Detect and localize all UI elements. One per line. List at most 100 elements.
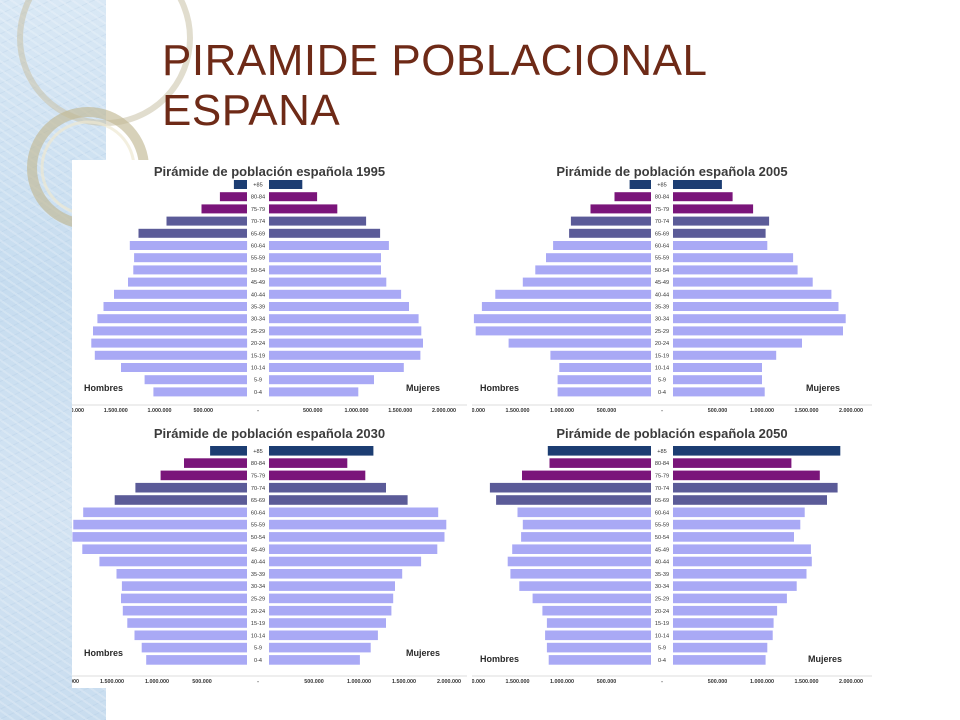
age-label: 15-19: [655, 353, 669, 359]
x-tick-label: -: [257, 679, 259, 685]
bar-hombres-65-69: [114, 495, 247, 505]
bar-mujeres-35-39: [269, 302, 409, 311]
bar-hombres-10-14: [134, 630, 247, 641]
age-label: 5-9: [254, 646, 262, 652]
bar-hombres-40-44: [507, 556, 651, 567]
age-label: 20-24: [655, 341, 669, 347]
bar-mujeres-40-44: [673, 556, 812, 567]
bar-mujeres-15-19: [269, 618, 386, 628]
age-label: 80-84: [655, 461, 669, 467]
age-label: 35-39: [251, 572, 265, 578]
bar-hombres-35-39: [481, 302, 651, 311]
bar-hombres-35-39: [103, 302, 247, 311]
bar-mujeres-60-64: [269, 241, 389, 250]
age-label: 45-49: [251, 547, 265, 553]
bar-hombres-30-34: [121, 581, 247, 591]
bar-mujeres-20-24: [673, 338, 802, 348]
bar-mujeres-75-79: [673, 470, 820, 481]
bar-hombres-70-74: [135, 482, 247, 493]
pyramid-chart-2030: Pirámide de población española 2030 +85 80…: [72, 426, 467, 685]
bar-hombres-5-9: [557, 375, 651, 385]
bar-mujeres-30-34: [269, 581, 395, 591]
bar-mujeres-30-34: [269, 314, 419, 324]
bar-hombres-60-64: [517, 507, 651, 518]
bar-hombres-10-14: [121, 363, 247, 372]
bar-hombres-80-84: [614, 192, 651, 202]
bar-hombres-75-79: [590, 204, 651, 214]
bar-mujeres-40-44: [269, 556, 422, 567]
bar-hombres-65-69: [569, 228, 651, 238]
age-label: 60-64: [251, 510, 265, 516]
bar-hombres-40-44: [495, 289, 652, 299]
age-label: 50-54: [655, 535, 669, 541]
age-label: 60-64: [251, 244, 265, 250]
bar-hombres-+85: [210, 446, 247, 456]
chart-title: Pirámide de población española 2050: [556, 426, 787, 441]
x-tick-label: 500.000: [597, 408, 617, 414]
age-label: 35-39: [655, 305, 669, 311]
age-label: 70-74: [251, 486, 265, 492]
x-tick-label: 1.000.000: [347, 679, 371, 685]
bar-mujeres-55-59: [673, 519, 801, 530]
pyramid-chart-1995: Pirámide de población española 1995 +85 80…: [72, 164, 467, 414]
legend-hombres: Hombres: [84, 648, 123, 658]
bar-mujeres-25-29: [673, 326, 843, 336]
bar-hombres-30-34: [473, 314, 651, 324]
bar-hombres-45-49: [128, 277, 247, 287]
x-tick-label: 1.000.000: [345, 408, 369, 414]
bar-hombres-80-84: [184, 458, 247, 468]
bar-hombres-60-64: [83, 507, 247, 518]
bar-mujeres-60-64: [269, 507, 439, 518]
age-label: 30-34: [251, 584, 265, 590]
age-label: 40-44: [251, 560, 265, 566]
age-label: 50-54: [251, 268, 265, 274]
bar-mujeres-10-14: [269, 363, 404, 372]
pyramid-chart-2005: Pirámide de población española 2005 +85 80…: [472, 164, 872, 414]
bar-mujeres-0-4: [673, 387, 765, 397]
age-label: 20-24: [251, 341, 265, 347]
bar-mujeres-75-79: [269, 470, 366, 481]
bar-hombres-50-54: [133, 265, 248, 275]
bar-hombres-25-29: [121, 593, 247, 604]
bar-mujeres-20-24: [269, 338, 423, 348]
x-tick-label: 1.000.000: [750, 408, 774, 414]
age-label: 55-59: [251, 256, 265, 262]
x-tick-label: 1.500.000: [506, 679, 530, 685]
legend-hombres: Hombres: [480, 383, 519, 393]
bar-mujeres-25-29: [269, 593, 394, 604]
x-tick-label: 1.500.000: [388, 408, 412, 414]
x-tick-label: 2.000.000: [72, 679, 79, 685]
bar-mujeres-40-44: [269, 289, 402, 299]
bar-mujeres-25-29: [269, 326, 422, 336]
bar-hombres-70-74: [166, 216, 247, 226]
decor-arc-large: [17, 0, 193, 126]
bar-mujeres-80-84: [269, 458, 348, 468]
bar-mujeres-5-9: [269, 642, 371, 653]
bar-mujeres-75-79: [269, 204, 338, 214]
bar-hombres-5-9: [144, 375, 247, 385]
age-label: 40-44: [655, 560, 669, 566]
bar-mujeres-55-59: [269, 519, 447, 530]
age-label: 80-84: [251, 195, 265, 201]
bar-hombres-45-49: [82, 544, 247, 554]
legend-hombres: Hombres: [480, 654, 519, 664]
age-label: 65-69: [251, 231, 265, 237]
age-label: 80-84: [251, 461, 265, 467]
bar-hombres-50-54: [72, 532, 248, 542]
bar-hombres-25-29: [532, 593, 651, 604]
x-tick-label: -: [257, 408, 259, 414]
bar-mujeres-20-24: [673, 605, 778, 616]
bar-mujeres-0-4: [269, 387, 359, 397]
bar-hombres-40-44: [99, 556, 248, 567]
bar-hombres-45-49: [512, 544, 651, 554]
age-label: 30-34: [655, 317, 669, 323]
bar-hombres-20-24: [91, 338, 248, 348]
bar-hombres-15-19: [94, 350, 248, 360]
x-tick-label: 2.000.000: [839, 679, 863, 685]
x-tick-label: -: [661, 408, 663, 414]
bar-mujeres-80-84: [269, 192, 318, 202]
bar-mujeres-15-19: [673, 350, 777, 360]
bar-mujeres-55-59: [673, 253, 794, 263]
bar-hombres-35-39: [116, 569, 247, 579]
bar-mujeres-0-4: [269, 655, 360, 665]
